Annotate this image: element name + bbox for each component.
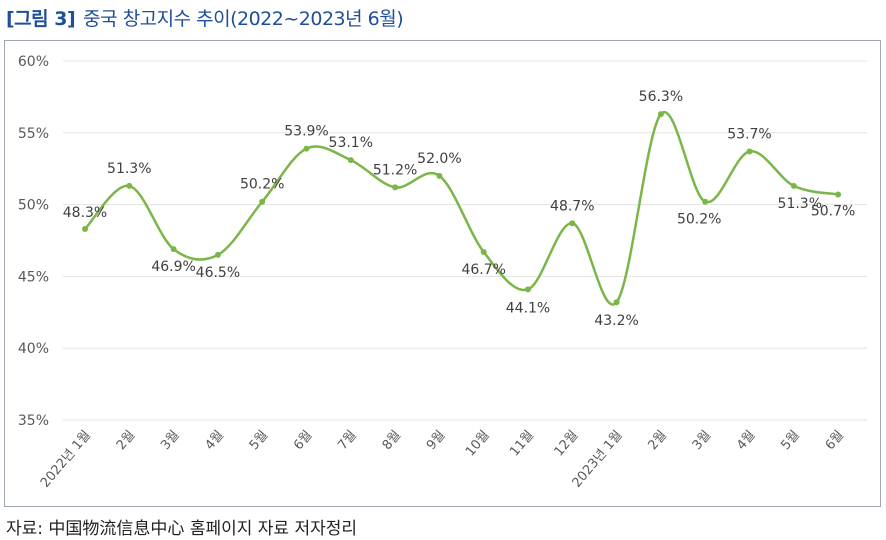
x-tick-label: 8월 (380, 428, 404, 453)
x-tick-label: 6월 (291, 428, 315, 453)
data-label: 53.9% (284, 124, 328, 140)
y-tick-label: 55% (18, 126, 49, 142)
data-label: 53.1% (329, 135, 373, 151)
data-label: 50.7% (811, 204, 855, 220)
data-label: 53.7% (727, 126, 771, 142)
x-tick-label: 4월 (734, 428, 758, 453)
data-point (259, 198, 266, 205)
data-point (82, 226, 88, 233)
data-label: 50.2% (677, 212, 721, 228)
y-tick-label: 50% (18, 198, 49, 214)
data-label: 56.3% (639, 89, 683, 105)
x-tick-label: 3월 (158, 428, 182, 453)
x-tick-label: 3월 (690, 428, 714, 453)
data-label: 51.3% (778, 196, 822, 212)
data-label: 44.1% (506, 300, 550, 316)
x-tick-label: 12월 (552, 428, 582, 459)
data-point (746, 148, 753, 155)
data-label: 51.3% (107, 161, 151, 177)
data-point (480, 248, 487, 255)
data-point (702, 198, 709, 205)
data-point (790, 182, 797, 189)
figure-title-text: 중국 창고지수 추이(2022~2023년 6월) (83, 8, 404, 30)
x-tick-label: 6월 (823, 428, 847, 453)
figure-number: [그림 3] (6, 8, 76, 30)
source-note: 자료: 中国物流信息中心 홈페이지 자료 저자정리 (6, 519, 358, 539)
data-point (613, 299, 620, 306)
data-label: 43.2% (594, 313, 638, 329)
x-tick-label: 11월 (507, 428, 537, 459)
figure-title: [그림 3] 중국 창고지수 추이(2022~2023년 6월) (6, 4, 404, 31)
data-point (392, 184, 399, 191)
data-point (835, 191, 842, 198)
data-label: 50.2% (240, 177, 284, 193)
data-label: 46.5% (196, 265, 240, 281)
data-point (436, 172, 443, 179)
data-label: 52.0% (417, 151, 461, 167)
data-point (525, 286, 531, 293)
x-tick-label: 9월 (424, 428, 448, 453)
x-tick-label: 2월 (645, 428, 669, 453)
x-tick-label: 5월 (778, 428, 802, 453)
x-tick-label: 4월 (202, 428, 226, 453)
data-point (126, 182, 133, 189)
x-tick-label: 2022년 1월 (38, 428, 94, 491)
data-label: 48.3% (63, 205, 107, 221)
chart-frame: 35% 40% 45% 50% 55% 60% 2022년 1월 2월 3월 4월 5월 6월 7월 8… (4, 40, 881, 507)
data-label: 46.9% (151, 259, 195, 275)
data-point (214, 251, 221, 258)
data-point (569, 220, 576, 227)
data-point (657, 111, 664, 118)
data-point (347, 157, 354, 164)
y-tick-label: 45% (18, 269, 49, 285)
data-label: 51.2% (373, 162, 417, 178)
x-tick-label: 2월 (114, 428, 138, 453)
line-chart: 35% 40% 45% 50% 55% 60% 2022년 1월 2월 3월 4월 5월 6월 7월 8… (18, 54, 867, 491)
y-tick-label: 40% (18, 341, 49, 357)
data-point (170, 246, 177, 253)
x-tick-label: 5월 (247, 428, 271, 453)
x-tick-label: 7월 (335, 428, 359, 453)
data-point (303, 145, 310, 152)
x-tick-label: 10월 (463, 428, 493, 459)
y-tick-label: 35% (18, 413, 49, 429)
y-tick-label: 60% (18, 54, 49, 70)
data-label: 48.7% (550, 198, 594, 214)
data-label: 46.7% (461, 262, 505, 278)
